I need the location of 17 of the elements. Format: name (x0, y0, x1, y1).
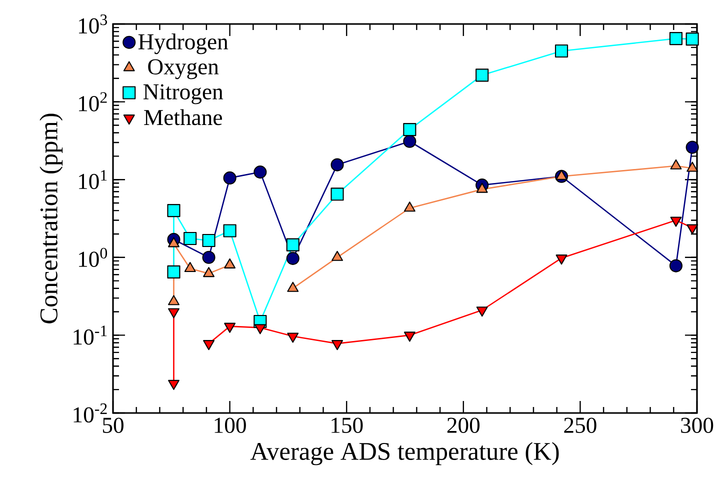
x-tick-label: 100 (214, 418, 246, 434)
y-tick-label: 10$^{2}$ (79, 92, 107, 112)
legend-label: Hydrogen (138, 33, 228, 54)
y-tick-label: 10$^{3}$ (79, 14, 108, 34)
legend-label: Methane (144, 109, 222, 126)
x-tick-label: 50 (102, 418, 124, 434)
y-axis-title: Concentration (ppm) (40, 114, 63, 324)
legend-label: Oxygen (148, 59, 219, 80)
x-tick-label: 200 (447, 418, 480, 434)
y-tick-label: 10$^{1}$ (79, 170, 107, 190)
y-tick-label: 10$^{0}$ (79, 248, 108, 267)
x-tick-label: 150 (332, 418, 363, 434)
x-tick-label: 250 (564, 418, 596, 434)
x-axis-title: Average ADS temperature (K) (250, 442, 559, 466)
x-tick-label: 300 (681, 418, 714, 434)
y-tick-label: 10$^{-1}$ (74, 326, 107, 345)
legend-label: Nitrogen (143, 84, 224, 104)
